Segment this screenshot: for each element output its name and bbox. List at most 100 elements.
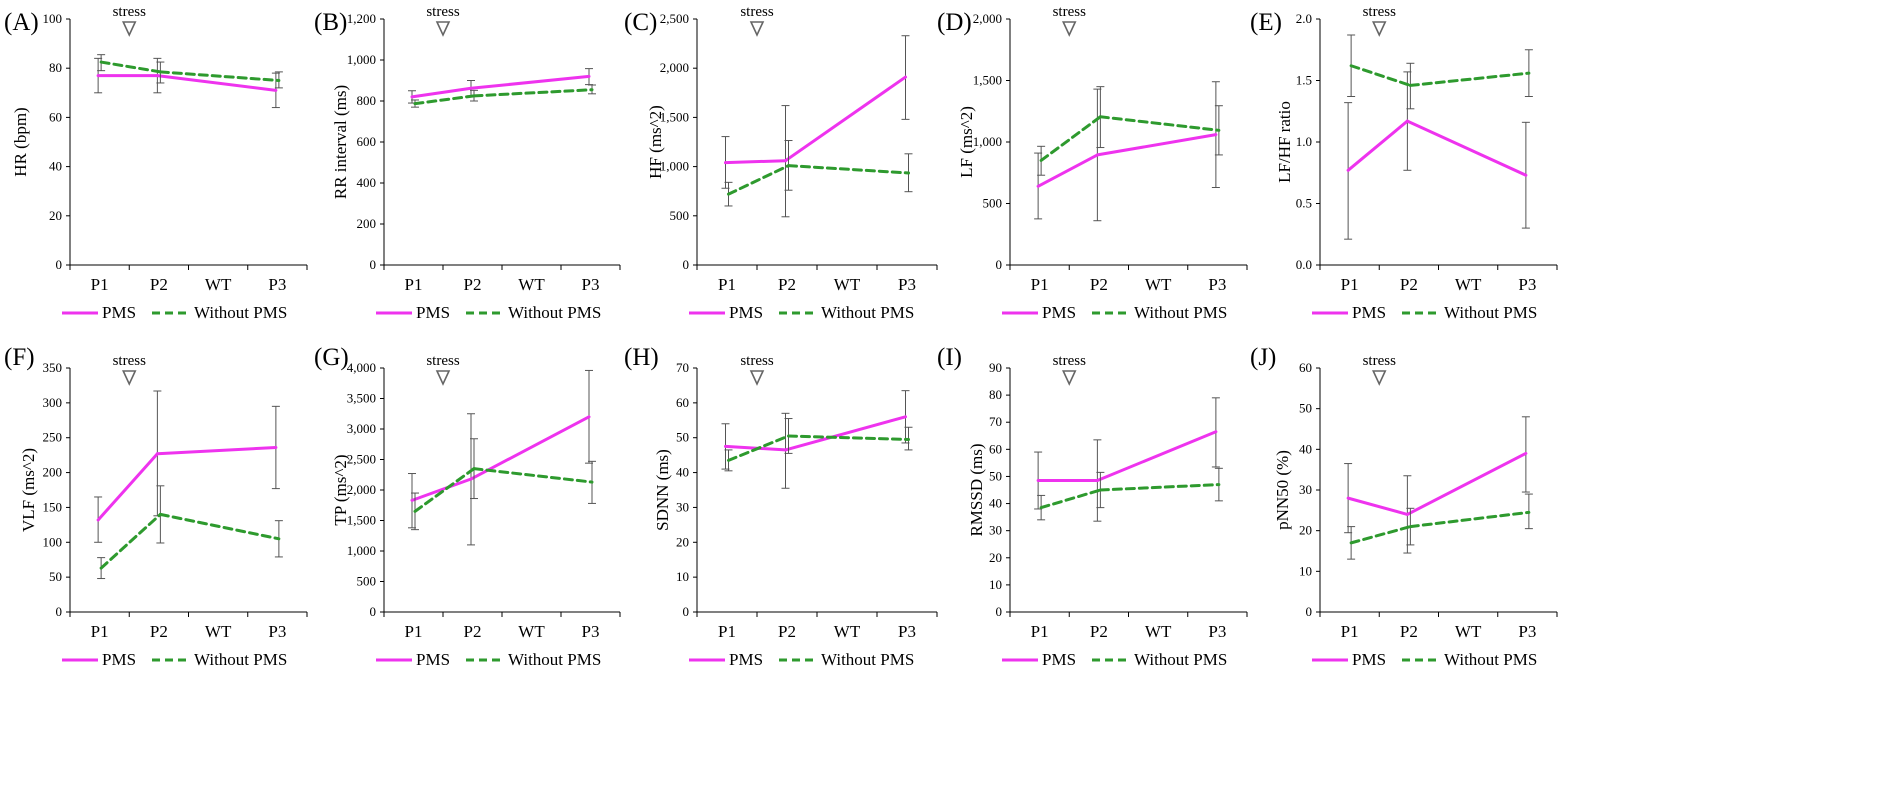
panel-j: (J) 0 10 20 30 40 50 60 P1 P2 WT P3 pNN50 (%) stress P… bbox=[1250, 344, 1558, 669]
x-tick-label: P3 bbox=[1208, 275, 1226, 294]
series-line-pms bbox=[1346, 496, 1409, 516]
stress-marker-icon bbox=[435, 21, 451, 37]
stress-annotation: stress bbox=[113, 4, 146, 20]
legend-label-pms: PMS bbox=[102, 650, 136, 669]
y-tick-label: 1,000 bbox=[347, 52, 376, 67]
x-tick-label: WT bbox=[1455, 275, 1482, 294]
y-tick-label: 20 bbox=[676, 534, 689, 549]
stress-annotation: stress bbox=[113, 353, 146, 369]
y-tick-label: 0 bbox=[996, 604, 1003, 619]
legend-label-without-pms: Without PMS bbox=[1444, 303, 1537, 322]
y-tick-label: 1,500 bbox=[973, 73, 1002, 88]
y-tick-label: 300 bbox=[43, 395, 63, 410]
y-axis-title: LF (ms^2) bbox=[957, 106, 976, 178]
stress-annotation: stress bbox=[740, 4, 773, 20]
x-tick-label: P2 bbox=[150, 275, 168, 294]
panel-label: (B) bbox=[314, 9, 347, 36]
y-tick-label: 350 bbox=[43, 360, 63, 375]
y-tick-label: 1.5 bbox=[1296, 73, 1312, 88]
panel-label: (I) bbox=[937, 344, 962, 371]
panel-c: (C) 0 500 1,000 1,500 2,000 2,500 P1 P2 WT P3 HF (m… bbox=[624, 4, 938, 322]
x-tick-label: P3 bbox=[1518, 275, 1536, 294]
x-tick-label: WT bbox=[205, 622, 232, 641]
y-axis-title: LF/HF ratio bbox=[1275, 101, 1294, 183]
stress-marker-icon bbox=[1371, 21, 1387, 37]
stress-annotation: stress bbox=[1053, 4, 1086, 20]
stress-marker-icon bbox=[1061, 370, 1077, 386]
y-tick-label: 2,500 bbox=[347, 452, 376, 467]
y-tick-label: 60 bbox=[676, 395, 689, 410]
y-tick-label: 50 bbox=[989, 468, 1002, 483]
y-tick-label: 0 bbox=[996, 257, 1003, 272]
series-line-without-pms bbox=[1098, 483, 1221, 492]
legend-label-pms: PMS bbox=[729, 650, 763, 669]
y-tick-label: 3,500 bbox=[347, 391, 376, 406]
series-line-without-pms bbox=[413, 467, 476, 513]
y-tick-label: 1,500 bbox=[660, 109, 689, 124]
y-tick-label: 100 bbox=[43, 11, 63, 26]
series-line-without-pms bbox=[1098, 115, 1221, 132]
x-tick-label: WT bbox=[834, 275, 861, 294]
y-tick-label: 1,200 bbox=[347, 11, 376, 26]
x-tick-label: P1 bbox=[1031, 275, 1049, 294]
x-tick-label: P1 bbox=[405, 622, 423, 641]
y-tick-label: 0.0 bbox=[1296, 257, 1312, 272]
y-tick-label: 20 bbox=[49, 208, 62, 223]
legend-label-pms: PMS bbox=[416, 650, 450, 669]
series-line-without-pms bbox=[787, 164, 910, 175]
x-tick-label: P1 bbox=[91, 622, 109, 641]
y-axis-title: TP (ms^2) bbox=[331, 454, 350, 525]
legend-label-without-pms: Without PMS bbox=[1134, 650, 1227, 669]
series-line-pms bbox=[469, 415, 591, 481]
legend-label-pms: PMS bbox=[729, 303, 763, 322]
y-tick-label: 80 bbox=[989, 387, 1002, 402]
y-axis-title: VLF (ms^2) bbox=[19, 448, 38, 532]
y-tick-label: 200 bbox=[357, 216, 377, 231]
x-tick-label: P2 bbox=[1090, 622, 1108, 641]
stress-annotation: stress bbox=[740, 353, 773, 369]
y-tick-label: 600 bbox=[357, 134, 377, 149]
panel-i: (I) 0 10 20 30 40 50 60 70 80 90 P1 P2 WT P3 RMSSD (ms)… bbox=[937, 344, 1248, 669]
series-line-without-pms bbox=[727, 434, 790, 462]
x-tick-label: P2 bbox=[1090, 275, 1108, 294]
y-tick-label: 40 bbox=[676, 465, 689, 480]
y-tick-label: 30 bbox=[1299, 482, 1312, 497]
legend-label-pms: PMS bbox=[1352, 650, 1386, 669]
y-tick-label: 0 bbox=[56, 257, 63, 272]
series-line-pms bbox=[155, 445, 278, 456]
stress-marker-icon bbox=[1061, 21, 1077, 37]
y-tick-label: 100 bbox=[43, 534, 63, 549]
y-axis-title: RMSSD (ms) bbox=[967, 443, 986, 536]
y-tick-label: 200 bbox=[43, 465, 63, 480]
legend-label-without-pms: Without PMS bbox=[194, 303, 287, 322]
y-tick-label: 2,500 bbox=[660, 11, 689, 26]
legend-label-pms: PMS bbox=[1352, 303, 1386, 322]
x-tick-label: P3 bbox=[268, 275, 286, 294]
y-tick-label: 4,000 bbox=[347, 360, 376, 375]
panel-b: (B) 0 200 400 600 800 1,000 1,200 P1 P2 WT P3 RR int… bbox=[314, 4, 621, 322]
series-line-pms bbox=[784, 75, 907, 163]
stress-annotation: stress bbox=[426, 4, 459, 20]
y-tick-label: 60 bbox=[49, 109, 62, 124]
series-line-pms bbox=[1405, 119, 1528, 177]
panel-label: (C) bbox=[624, 9, 657, 36]
x-tick-label: P1 bbox=[1031, 622, 1049, 641]
stress-marker-icon bbox=[121, 21, 137, 37]
series-line-without-pms bbox=[1408, 71, 1531, 87]
x-tick-label: WT bbox=[1145, 275, 1172, 294]
y-tick-label: 500 bbox=[357, 574, 377, 589]
panel-f: (F) 0 50 100 150 200 250 300 350 P1 P2 WT P3 VLF (ms^… bbox=[4, 344, 308, 669]
x-tick-label: WT bbox=[518, 275, 545, 294]
x-tick-label: P1 bbox=[718, 622, 736, 641]
x-tick-label: WT bbox=[205, 275, 232, 294]
panel-label: (E) bbox=[1250, 9, 1282, 36]
panel-label: (F) bbox=[4, 344, 35, 371]
y-tick-label: 10 bbox=[1299, 563, 1312, 578]
series-line-without-pms bbox=[1039, 115, 1102, 162]
y-tick-label: 10 bbox=[989, 577, 1002, 592]
x-tick-label: P3 bbox=[1208, 622, 1226, 641]
legend-label-without-pms: Without PMS bbox=[821, 650, 914, 669]
series-line-without-pms bbox=[1349, 525, 1412, 545]
series-line-pms bbox=[1346, 119, 1409, 172]
